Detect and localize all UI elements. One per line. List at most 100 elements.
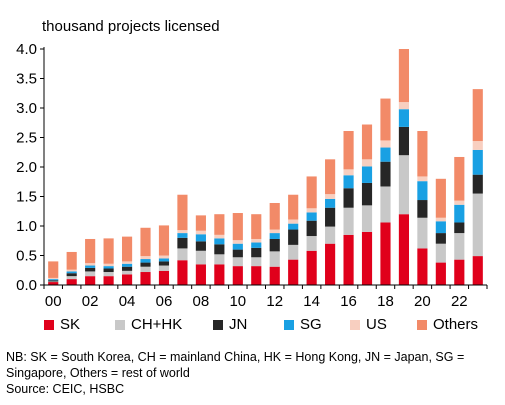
x-tick-label: 04 [119,293,136,310]
bar-segment-ch-hk-2017 [361,205,373,232]
bar-segment-us-2018 [380,140,391,148]
bar-segment-others-2005 [140,227,151,257]
bar-segment-us-2007 [177,230,188,234]
bar-segment-sk-2004 [121,274,133,285]
bar-segment-others-2012 [269,202,280,230]
bar-segment-us-2013 [288,219,299,224]
x-tick-label: 12 [266,293,283,310]
bar-segment-sg-2019 [398,109,410,127]
bar-segment-sg-2023 [472,149,483,175]
bar-segment-others-2011 [251,214,262,239]
legend-item-jn: JN [213,316,247,333]
bar-segment-others-2001 [66,251,77,270]
bar-segment-us-2015 [325,194,336,199]
bar-segment-sg-2003 [103,266,114,269]
bar-segment-sk-2011 [251,266,262,285]
bar-segment-us-2000 [48,277,59,280]
bar-segment-others-2006 [158,225,170,256]
legend-swatch [44,319,54,330]
bar-segment-ch-hk-2007 [177,248,188,261]
bar-segment-sg-2008 [195,234,206,242]
bar-segment-sk-2020 [417,248,428,285]
legend: SK CH+HK JN SG US Others [44,316,504,338]
bar-segment-us-2005 [140,256,151,260]
y-tick-label: 0.0 [16,277,37,294]
bar-segment-jn-2003 [103,268,114,273]
bar-segment-jn-2023 [472,174,483,194]
legend-swatch [213,319,223,330]
bar-segment-us-2017 [361,159,373,167]
bar-segment-sk-2002 [85,276,96,285]
bar-segment-others-2002 [85,238,96,264]
bar-segment-jn-2020 [417,200,428,218]
bar-segment-us-2021 [435,217,446,222]
bar-segment-others-2015 [325,159,336,195]
bar-segment-sk-2010 [232,266,243,285]
bar-segment-ch-hk-2008 [195,250,206,265]
bar-segment-ch-hk-2019 [398,155,410,215]
bar-segment-ch-hk-2002 [85,271,96,277]
bar-segment-others-2021 [435,178,446,218]
note-text: NB: SK = South Korea, CH = mainland Chin… [6,350,465,380]
legend-item-ch-hk: CH+HK [115,316,182,333]
legend-item-sk: SK [44,316,80,333]
bar-segment-jn-2014 [306,220,317,237]
legend-label: JN [229,316,248,333]
bar-segment-us-2014 [306,208,317,213]
bar-segment-sg-2022 [454,204,465,223]
x-tick-label: 16 [340,293,357,310]
bar-segment-sg-2009 [214,238,225,245]
bar-segment-ch-hk-2011 [251,257,262,267]
bar-segment-others-2022 [454,156,465,201]
bar-segment-jn-2005 [140,262,151,267]
bar-segment-jn-2002 [85,267,96,272]
bar-segment-jn-2006 [158,261,170,266]
bar-segment-others-2004 [121,236,133,262]
bar-segment-ch-hk-2000 [48,281,59,283]
bar-segment-us-2009 [214,234,225,239]
bar-segment-sk-2016 [343,234,354,285]
y-tick-label: 2.5 [16,130,37,147]
bar-segment-sg-2014 [306,212,317,221]
bar-segment-jn-2000 [48,280,59,282]
bar-segment-jn-2008 [195,241,206,251]
bar-segment-us-2008 [195,230,206,235]
bar-segment-sg-2004 [121,263,133,267]
legend-swatch [284,319,294,330]
bar-segment-ch-hk-2005 [140,266,151,273]
x-tick-label: 08 [193,293,210,310]
legend-swatch [115,319,125,330]
bar-segment-jn-2004 [121,266,133,271]
y-tick-label: 3.0 [16,100,37,117]
bar-segment-jn-2001 [66,273,77,277]
bar-segment-sk-2012 [269,266,280,285]
bar-segment-us-2011 [251,238,262,243]
x-tick-label: 20 [414,293,431,310]
bar-segment-sg-2000 [48,279,59,281]
bar-segment-us-2022 [454,200,465,205]
bar-segment-sg-2018 [380,147,391,162]
bar-segment-sg-2006 [158,258,170,262]
y-tick-label: 4.0 [16,41,37,58]
bar-segment-us-2006 [158,255,170,259]
bar-segment-ch-hk-2013 [288,244,299,260]
bar-segment-us-2003 [103,263,114,267]
bar-segment-jn-2021 [435,233,446,244]
bar-segment-sk-2003 [103,276,114,285]
bar-segment-others-2020 [417,131,428,177]
legend-item-sg: SG [284,316,322,333]
bar-segment-jn-2010 [232,249,243,258]
bar-segment-others-2014 [306,176,317,209]
bar-segment-jn-2007 [177,237,188,249]
legend-label: Others [433,316,479,333]
bar-segment-sg-2010 [232,243,243,250]
bar-segment-ch-hk-2022 [454,233,465,260]
bar-segment-jn-2022 [454,222,465,234]
bar-segment-ch-hk-2003 [103,272,114,277]
bar-segment-others-2013 [288,194,299,220]
x-tick-label: 10 [229,293,246,310]
bar-segment-us-2001 [66,269,77,272]
bar-segment-sk-2000 [48,282,59,285]
bar-segment-ch-hk-2006 [158,265,170,271]
